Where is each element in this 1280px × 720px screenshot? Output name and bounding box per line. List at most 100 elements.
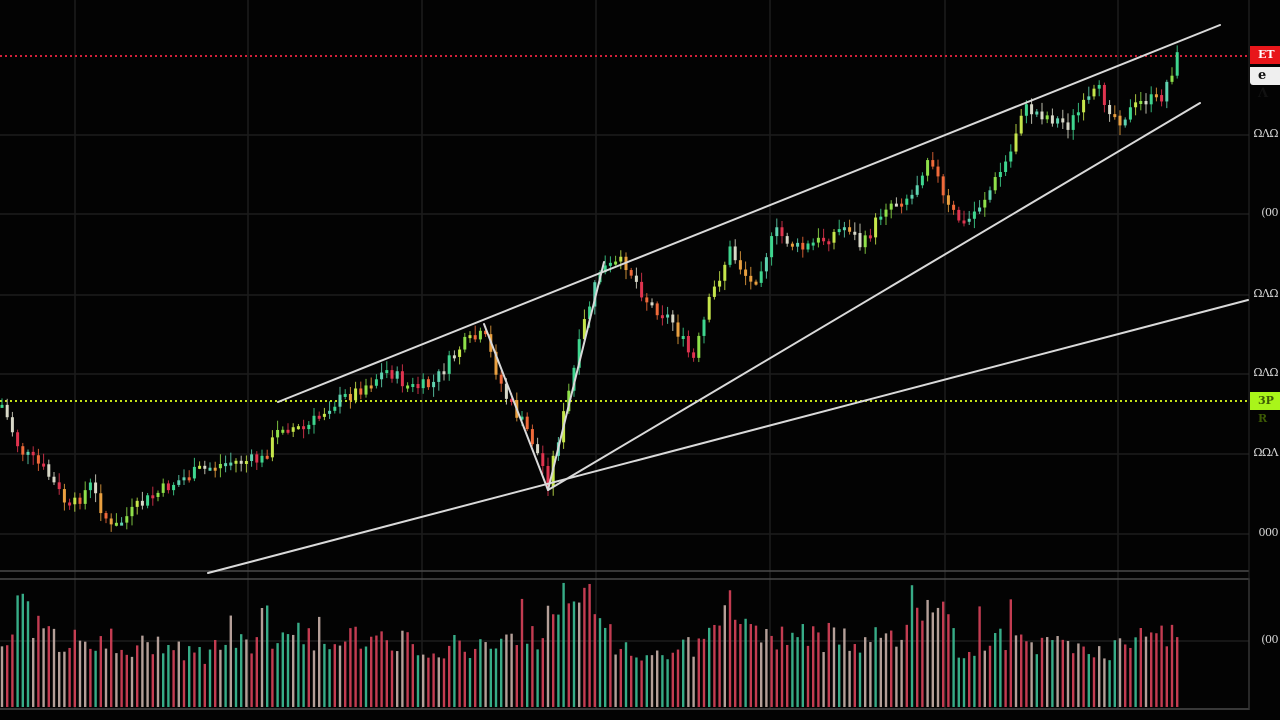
volume-bar xyxy=(250,653,253,707)
candle-body xyxy=(619,256,623,262)
volume-bar xyxy=(671,652,674,707)
candle-body xyxy=(478,330,482,340)
volume-bar xyxy=(234,647,238,707)
volume-bar xyxy=(531,626,534,707)
volume-bar xyxy=(1176,637,1179,707)
candle-body xyxy=(374,379,378,386)
volume-bar xyxy=(968,651,971,707)
volume-bar xyxy=(193,652,196,707)
candle-body xyxy=(322,413,326,417)
volume-bar xyxy=(786,644,789,707)
candle-body xyxy=(182,477,186,481)
candle-body xyxy=(88,482,92,491)
volume-bar xyxy=(1092,657,1096,707)
volume-bar xyxy=(812,626,815,707)
volume-bar xyxy=(1160,625,1163,707)
candle-body xyxy=(135,500,139,507)
candle-body xyxy=(764,257,768,272)
volume-bar xyxy=(910,585,914,707)
candle-body xyxy=(640,281,644,298)
candle-body xyxy=(853,231,857,235)
volume-bar xyxy=(822,652,825,707)
candle-body xyxy=(1144,101,1148,105)
volume-bar xyxy=(297,622,300,707)
candle-body xyxy=(546,466,550,487)
volume-bar xyxy=(1150,632,1153,707)
volume-bar xyxy=(11,634,14,707)
volume-bar xyxy=(130,656,134,707)
candle-body xyxy=(213,467,217,471)
volume-bar xyxy=(562,582,565,707)
volume-bar xyxy=(572,601,576,707)
candle-body xyxy=(692,352,696,358)
candle-body xyxy=(317,415,321,419)
volume-bar xyxy=(843,628,846,707)
volume-bar xyxy=(396,651,399,707)
volume-bar xyxy=(276,643,279,707)
candle-body xyxy=(1170,75,1174,82)
volume-bar xyxy=(754,625,758,707)
price-axis-label: ΩΩΛ xyxy=(1253,446,1278,459)
candle-body xyxy=(567,390,571,412)
volume-bar xyxy=(1124,644,1127,707)
volume-bar xyxy=(1082,646,1085,707)
volume-bar xyxy=(598,618,602,707)
candle-body xyxy=(99,493,103,514)
volume-bar xyxy=(307,628,310,707)
volume-bar xyxy=(624,642,628,707)
candle-body xyxy=(484,330,488,335)
volume-bar xyxy=(281,632,284,707)
volume-bar xyxy=(604,627,607,707)
volume-bar xyxy=(957,657,960,707)
candle-body xyxy=(1123,119,1127,126)
volume-bar xyxy=(1165,646,1168,707)
candle-body xyxy=(1128,107,1132,120)
candle-body xyxy=(1066,122,1070,130)
volume-bar xyxy=(650,655,654,707)
candle-body xyxy=(811,242,815,246)
volume-bar xyxy=(115,653,118,707)
volume-bar xyxy=(1077,643,1080,707)
volume-bar xyxy=(432,653,435,707)
candle-body xyxy=(666,314,670,318)
candle-body xyxy=(749,275,753,282)
volume-bar xyxy=(141,635,144,707)
volume-bar xyxy=(884,633,888,707)
candle-body xyxy=(187,477,191,481)
volume-bar xyxy=(661,655,664,707)
volume-bar xyxy=(312,650,316,707)
volume-bar xyxy=(983,650,986,707)
volume-bar xyxy=(255,637,258,707)
volume-bar xyxy=(942,601,945,707)
candle-body xyxy=(785,236,789,244)
candle-body xyxy=(806,243,810,250)
volume-bar xyxy=(448,645,451,707)
volume-bar xyxy=(156,636,160,707)
candle-body xyxy=(884,209,888,217)
volume-bar xyxy=(32,637,35,707)
volume-bar xyxy=(177,641,180,707)
volume-bar xyxy=(994,633,997,707)
candle-body xyxy=(1056,118,1060,124)
candle-body xyxy=(733,246,737,261)
volume-bar xyxy=(744,618,747,707)
volume-bar xyxy=(593,614,596,707)
volume-bar xyxy=(791,632,794,707)
volume-bar xyxy=(900,639,903,707)
candle-body xyxy=(972,211,976,219)
volume-bar xyxy=(229,615,232,707)
candle-body xyxy=(510,398,514,402)
volume-bar xyxy=(505,634,508,707)
candle-body xyxy=(874,217,878,238)
volume-bar xyxy=(198,647,201,707)
volume-bar xyxy=(1144,636,1148,707)
candle-body xyxy=(1009,151,1013,162)
volume-bar xyxy=(73,629,76,707)
candle-body xyxy=(718,280,722,287)
candle-body xyxy=(1019,115,1023,134)
volume-bar xyxy=(858,652,862,707)
volume-axis-label: (00 xyxy=(1261,633,1278,646)
volume-bar xyxy=(333,644,336,707)
